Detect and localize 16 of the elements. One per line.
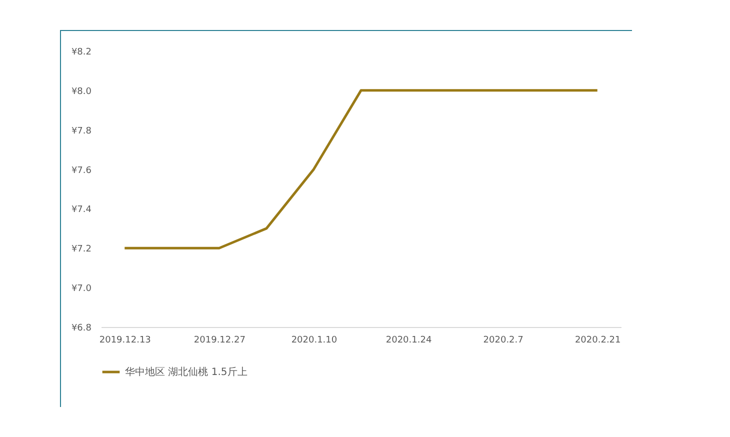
y-tick-label: ¥7.4 <box>71 205 92 216</box>
x-tick-label: 2019.12.13 <box>99 336 151 346</box>
y-tick-label: ¥6.8 <box>71 324 92 334</box>
x-tick-label: 2020.2.21 <box>574 336 621 346</box>
y-tick-label: ¥7.6 <box>71 166 92 176</box>
y-tick-label: ¥8.0 <box>71 86 92 97</box>
y-tick-label: ¥7.2 <box>71 244 92 255</box>
y-tick-label: ¥7.8 <box>71 126 92 136</box>
line-series <box>123 89 599 250</box>
y-tick-label: ¥8.2 <box>71 48 92 58</box>
x-tick-label: 2020.2.7 <box>483 336 524 346</box>
legend-label: 华中地区 湖北仙桃 1.5斤上 <box>125 366 248 378</box>
x-tick-label: 2020.1.10 <box>291 336 338 346</box>
x-tick-label: 2020.1.24 <box>386 336 432 346</box>
x-tick-label: 2019.12.27 <box>194 336 246 346</box>
y-tick-label: ¥7.0 <box>71 284 92 294</box>
